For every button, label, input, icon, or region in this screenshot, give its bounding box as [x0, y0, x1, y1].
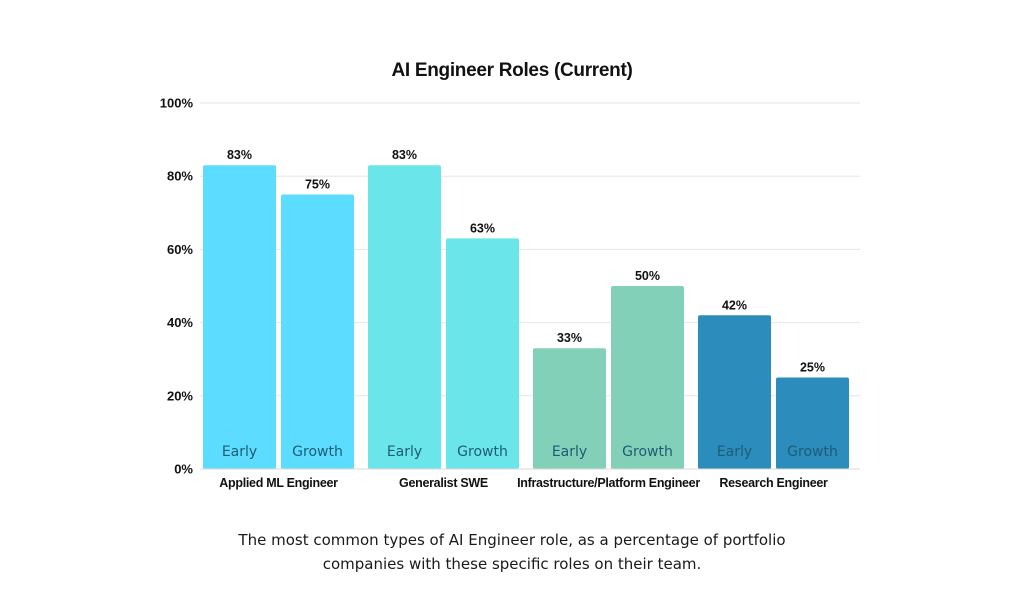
y-tick-label: 20%: [167, 388, 193, 403]
x-category-label: Infrastructure/Platform Engineer: [517, 476, 700, 490]
data-label: 63%: [470, 221, 495, 235]
bar: [281, 194, 354, 469]
chart-title: AI Engineer Roles (Current): [391, 60, 633, 81]
chart-caption: The most common types of AI Engineer rol…: [0, 528, 1024, 576]
caption-line-1: The most common types of AI Engineer rol…: [238, 531, 786, 549]
bar-series-label: Growth: [292, 444, 343, 460]
caption-line-2: companies with these specific roles on t…: [322, 555, 702, 573]
y-tick-label: 40%: [167, 315, 193, 330]
data-label: 83%: [392, 148, 417, 162]
y-tick-label: 0%: [174, 462, 193, 477]
bar: [611, 286, 684, 469]
data-label: 42%: [722, 298, 747, 312]
bar-series-label: Growth: [457, 444, 508, 460]
data-label: 25%: [800, 361, 825, 375]
x-category-label: Generalist SWE: [399, 476, 488, 490]
bar: [776, 377, 849, 469]
bar-series-label: Early: [717, 444, 752, 460]
bar-series-label: Growth: [787, 444, 838, 460]
x-category-label: Research Engineer: [719, 476, 828, 490]
data-label: 75%: [305, 178, 330, 192]
x-category-label: Applied ML Engineer: [219, 476, 338, 490]
bar-series-label: Early: [387, 444, 422, 460]
bar: [698, 315, 771, 469]
data-label: 83%: [227, 148, 252, 162]
bar-series-label: Early: [222, 444, 257, 460]
bar: [446, 238, 519, 469]
y-tick-label: 100%: [160, 96, 194, 111]
bar: [368, 165, 441, 469]
y-tick-label: 80%: [167, 169, 193, 184]
data-label: 50%: [635, 269, 660, 283]
bar: [533, 348, 606, 469]
bar: [203, 165, 276, 469]
bar-series-label: Early: [552, 444, 587, 460]
bar-series-label: Growth: [622, 444, 673, 460]
y-tick-label: 60%: [167, 242, 193, 257]
data-label: 33%: [557, 331, 582, 345]
